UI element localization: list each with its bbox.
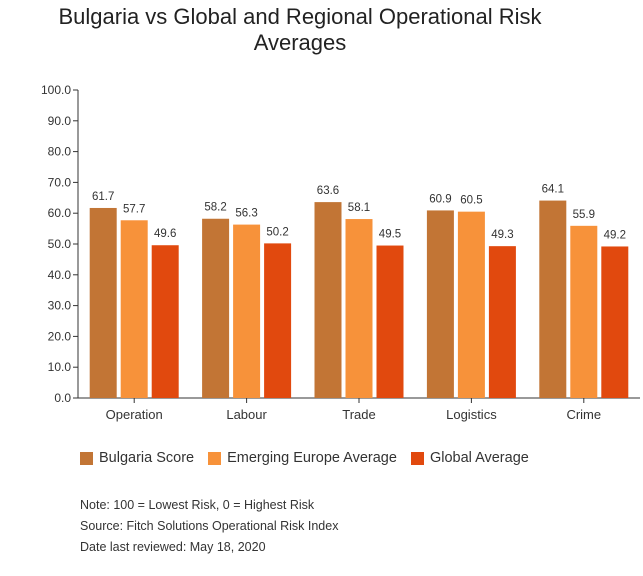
y-tick-label: 60.0 (48, 206, 72, 220)
bar (314, 202, 342, 398)
y-tick-label: 50.0 (48, 237, 72, 251)
x-tick-label: Labour (226, 407, 267, 422)
x-tick-label: Logistics (446, 407, 497, 422)
bar (120, 220, 148, 398)
data-label: 49.5 (379, 229, 401, 241)
bar (488, 246, 516, 398)
data-label: 63.6 (317, 185, 339, 197)
y-tick-label: 30.0 (48, 299, 72, 313)
data-label: 58.1 (348, 202, 370, 214)
chart-title-line-1: Bulgaria vs Global and Regional Operatio… (58, 4, 542, 29)
bar (376, 245, 404, 398)
data-label: 49.3 (491, 229, 513, 241)
legend-swatch (410, 451, 424, 465)
data-label: 50.2 (266, 226, 288, 238)
date-reviewed-text: Date last reviewed: May 18, 2020 (80, 540, 266, 554)
y-tick-label: 80.0 (48, 145, 72, 159)
note-text: Note: 100 = Lowest Risk, 0 = Highest Ris… (80, 498, 315, 512)
y-tick-label: 10.0 (48, 360, 72, 374)
chart-notes: Note: 100 = Lowest Risk, 0 = Highest Ris… (80, 495, 338, 558)
data-label: 57.7 (123, 203, 145, 215)
y-tick-label: 100.0 (41, 83, 71, 97)
legend-label: Bulgaria Score (99, 450, 195, 466)
legend-item: Global Average (410, 450, 529, 466)
bar (151, 245, 179, 398)
y-tick-label: 40.0 (48, 268, 72, 282)
legend-item: Bulgaria Score (80, 450, 194, 466)
data-label: 61.7 (92, 191, 114, 203)
legend-swatch (208, 451, 222, 465)
chart-title-line-2: Averages (253, 30, 347, 55)
x-tick-label: Trade (342, 407, 375, 422)
bar (89, 207, 117, 398)
data-label: 49.2 (604, 229, 626, 241)
data-label: 60.9 (429, 193, 451, 205)
x-tick-label: Crime (566, 407, 601, 422)
legend-swatch (80, 451, 93, 465)
legend-item: Emerging Europe Average (208, 450, 397, 466)
bar (570, 225, 598, 398)
y-tick-label: 20.0 (48, 329, 72, 343)
bar (601, 246, 629, 398)
bar (202, 218, 230, 398)
legend: Bulgaria Score Emerging Europe Average Glo… (80, 450, 543, 466)
y-tick-label: 0.0 (54, 391, 71, 405)
y-tick-label: 90.0 (48, 114, 72, 128)
data-label: 58.2 (204, 202, 226, 214)
data-label: 56.3 (235, 208, 257, 220)
y-tick-label: 70.0 (48, 175, 72, 189)
x-tick-label: Operation (106, 407, 163, 422)
bar (457, 211, 485, 398)
data-label: 49.6 (154, 228, 176, 240)
bar-chart: 0.0 10.0 20.0 30.0 40.0 50.0 60.0 70.0 80.0 90.0 1… (41, 83, 640, 422)
legend-label: Emerging Europe Average (227, 450, 397, 466)
legend-label: Global Average (429, 450, 529, 466)
bar (264, 243, 292, 398)
bar (345, 219, 373, 398)
bar (233, 224, 261, 398)
data-label: 55.9 (573, 209, 595, 221)
source-text: Source: Fitch Solutions Operational Risk… (80, 519, 339, 533)
data-label: 64.1 (542, 184, 564, 196)
bar (539, 200, 567, 398)
data-label: 60.5 (460, 195, 482, 207)
bar (426, 210, 454, 398)
